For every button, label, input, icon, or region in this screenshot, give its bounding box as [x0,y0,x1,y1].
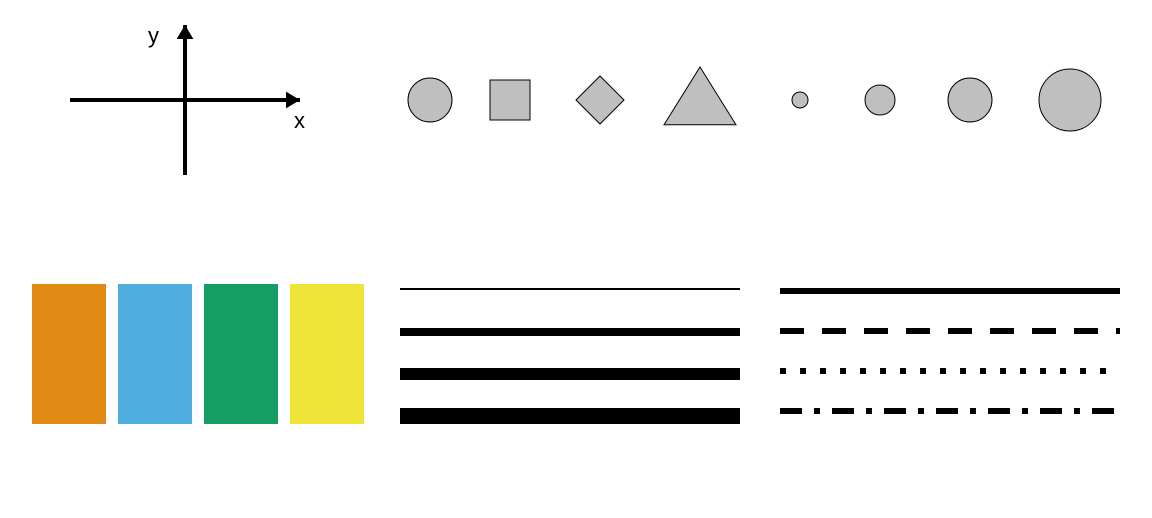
figure-root: xy [0,0,1152,518]
line-style-samples [780,283,1120,443]
color-swatch-1 [32,284,106,424]
color-swatch-3 [204,284,278,424]
color-swatch-4 [290,284,364,424]
line-width-samples [400,283,740,453]
color-swatch-2 [118,284,192,424]
